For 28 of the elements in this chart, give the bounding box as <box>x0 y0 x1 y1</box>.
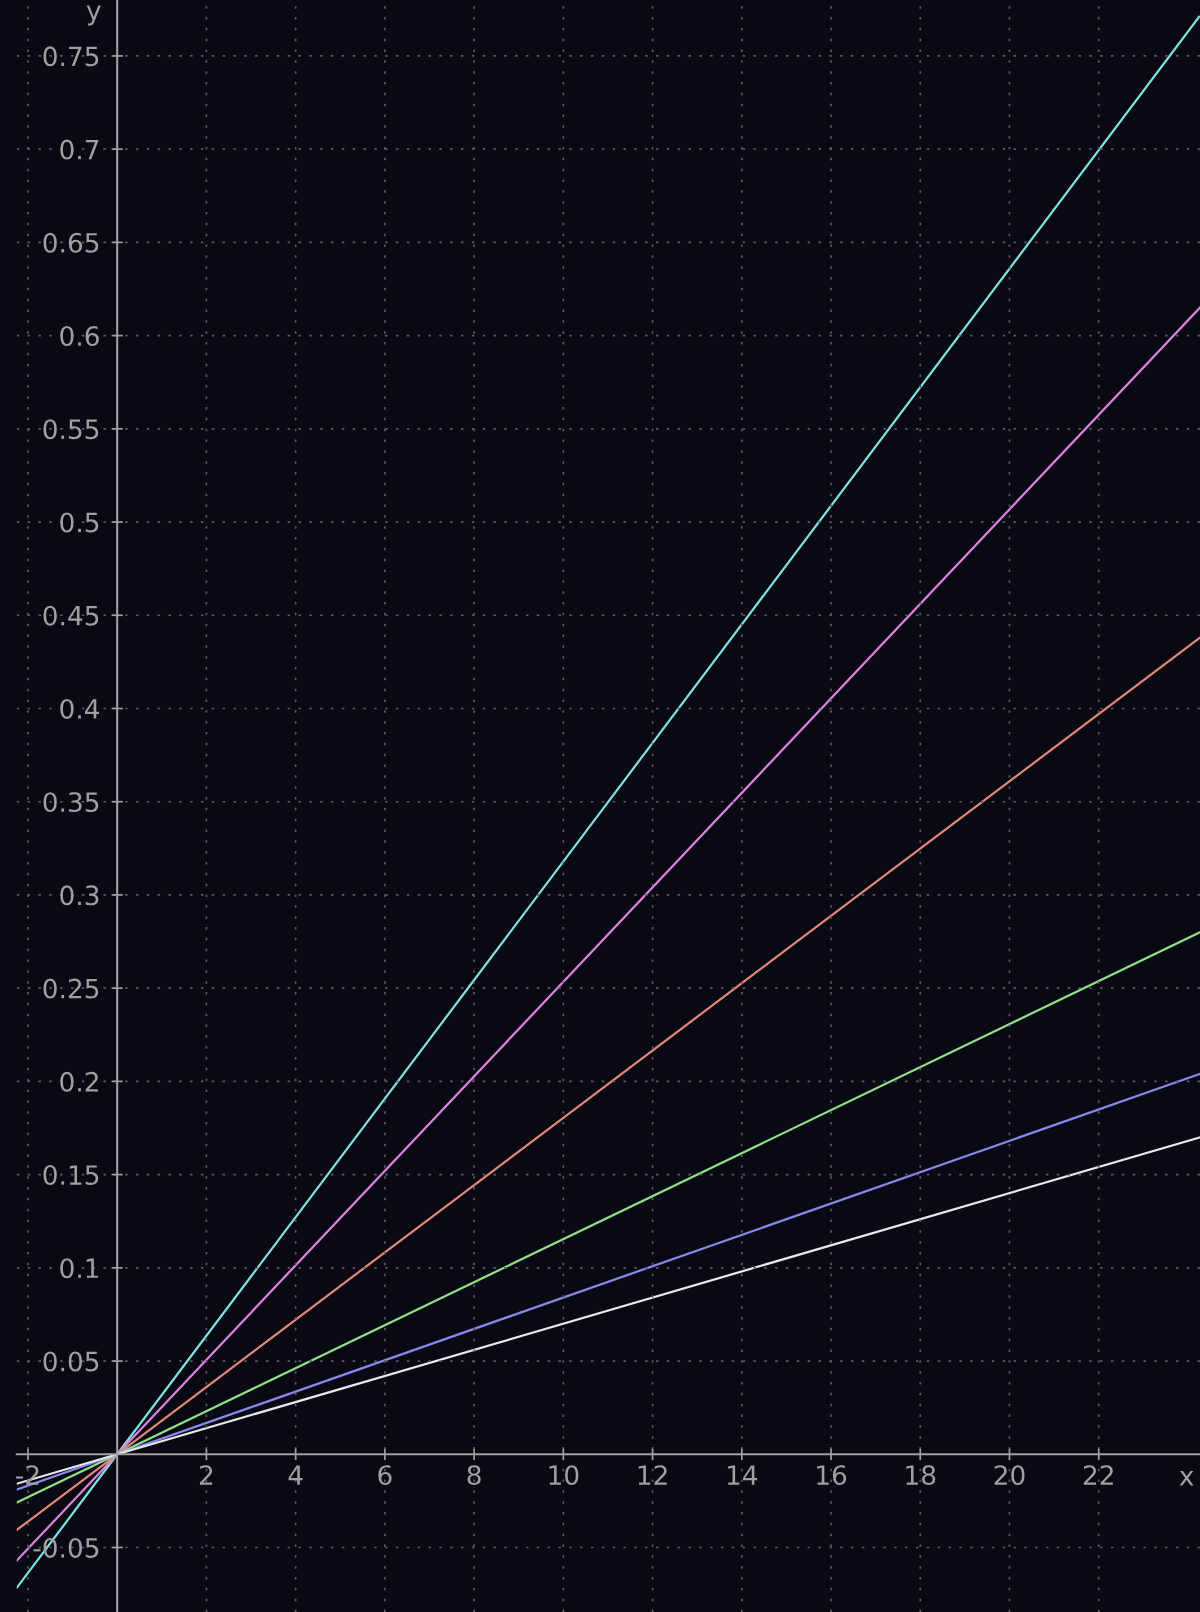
y-tick-label: 0.45 <box>43 605 99 626</box>
y-tick-label: 0.75 <box>43 46 99 67</box>
x-tick-label: 20 <box>994 1465 1025 1486</box>
y-axis-title: y <box>86 5 101 26</box>
x-tick-label: 8 <box>467 1465 481 1486</box>
y-tick-label: 0.5 <box>60 512 99 533</box>
y-tick-label: 0.4 <box>60 698 100 719</box>
x-tick-label: 22 <box>1083 1465 1113 1485</box>
y-tick-label: 0.2 <box>60 1071 98 1092</box>
x-tick-label: 18 <box>906 1465 936 1486</box>
y-tick-label: 0.65 <box>43 232 99 253</box>
x-tick-label: 14 <box>727 1465 758 1485</box>
x-tick-label: 16 <box>817 1465 847 1486</box>
y-tick-label: 0.05 <box>43 1351 99 1372</box>
y-tick-label: 0.7 <box>60 139 99 160</box>
x-tick-label: 6 <box>378 1465 392 1486</box>
y-tick-label: 0.55 <box>43 419 99 440</box>
y-tick-label: 0.35 <box>43 792 99 813</box>
x-axis-title: x <box>1179 1471 1194 1486</box>
x-tick-label: 10 <box>549 1465 579 1486</box>
x-tick-label: 12 <box>638 1465 667 1485</box>
y-tick-label: 0.1 <box>60 1258 99 1279</box>
y-tick-label: 0.25 <box>43 978 99 999</box>
x-tick-label: 4 <box>288 1465 303 1485</box>
y-tick-label: 0.3 <box>60 885 99 906</box>
x-tick-label: 2 <box>199 1465 213 1485</box>
y-tick-label: 0.6 <box>60 326 99 346</box>
y-tick-label: 0.15 <box>43 1165 99 1185</box>
